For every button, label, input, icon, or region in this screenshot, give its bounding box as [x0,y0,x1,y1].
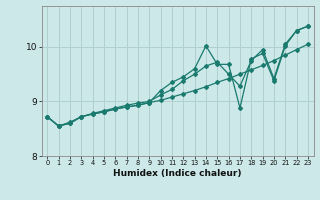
X-axis label: Humidex (Indice chaleur): Humidex (Indice chaleur) [113,169,242,178]
